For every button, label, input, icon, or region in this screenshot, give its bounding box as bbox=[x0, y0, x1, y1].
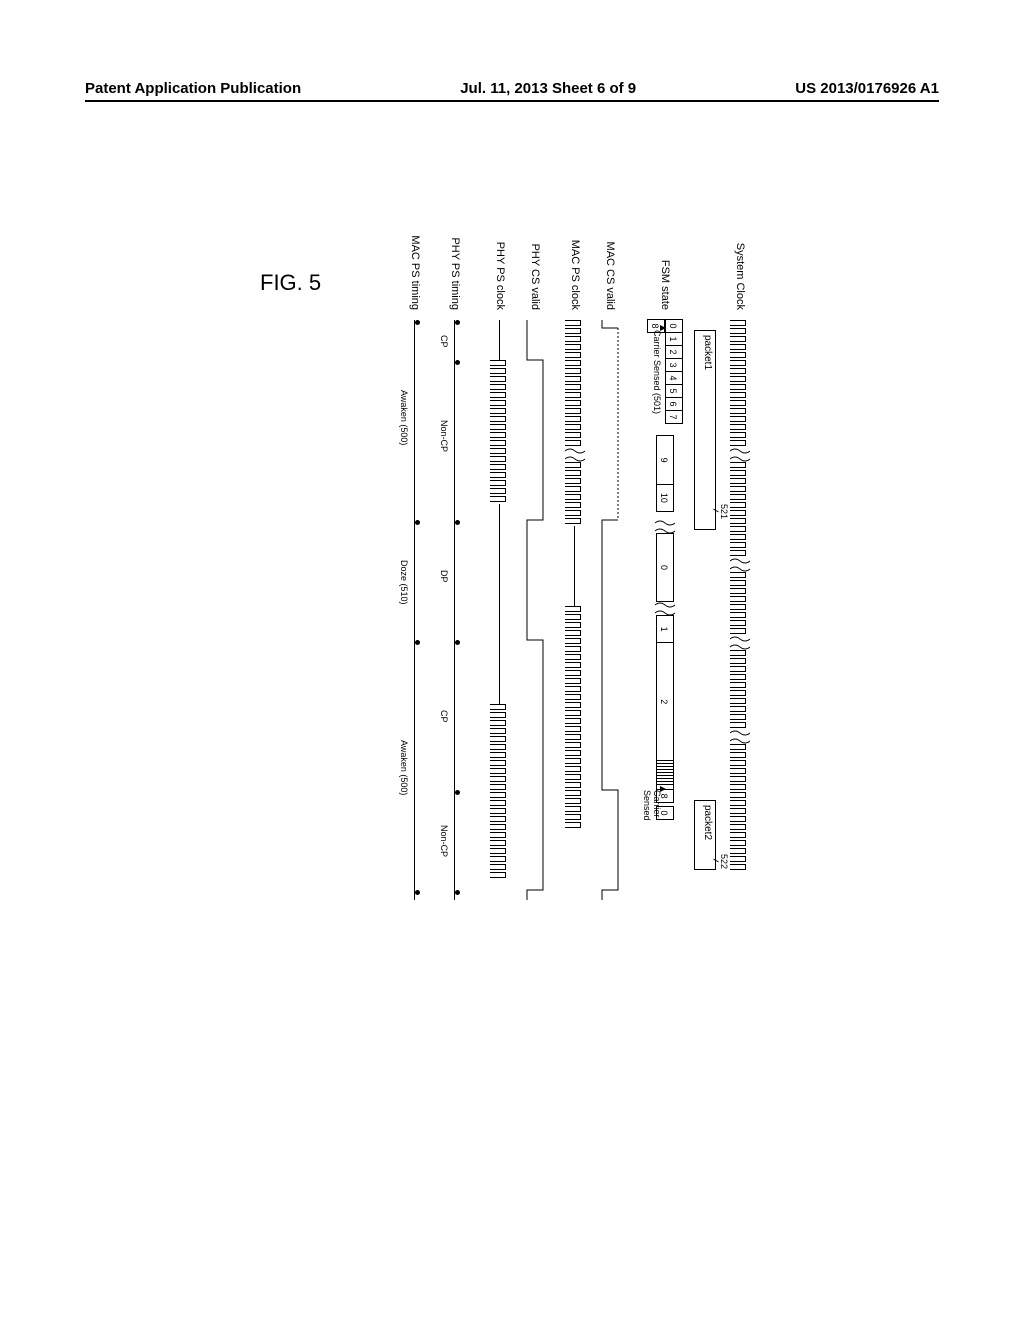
row-mac-ps-clock: MAC PS clock bbox=[555, 320, 595, 830]
header-center: Jul. 11, 2013 Sheet 6 of 9 bbox=[460, 80, 636, 97]
mac-cs-valid-wave bbox=[598, 320, 622, 900]
phy-seg-noncp2: Non-CP bbox=[440, 825, 450, 857]
phy-ps-low1 bbox=[500, 320, 501, 360]
label-system-clock: System Clock bbox=[734, 200, 746, 310]
mac-timing-line: Awaken (500) Doze (510) Awaken (500) bbox=[415, 320, 416, 900]
phy-seg-noncp1: Non-CP bbox=[440, 420, 450, 452]
packet1-box: packet1 521 bbox=[694, 330, 716, 530]
page-header: Patent Application Publication Jul. 11, … bbox=[0, 80, 1024, 97]
break-mark-icon bbox=[655, 520, 675, 534]
mac-ps-clock-low bbox=[575, 526, 576, 606]
phy-ps-clock-seg2 bbox=[490, 704, 510, 880]
packet1-ref: 521 bbox=[719, 504, 729, 519]
row-phy-cs-valid: PHY CS valid bbox=[515, 320, 555, 900]
phy-seg-cp2: CP bbox=[440, 710, 450, 723]
row-packets: packet1 521 packet2 522 bbox=[685, 320, 725, 870]
row-phy-ps-timing: PHY PS timing CP Non-CP DP CP Non-CP bbox=[435, 320, 475, 900]
system-clock-pulses bbox=[730, 320, 750, 872]
carrier-sensed-1: Carrier Sensed (501) bbox=[652, 330, 662, 414]
mac-ps-clock-seg2 bbox=[565, 606, 585, 830]
phy-timing-line: CP Non-CP DP CP Non-CP bbox=[455, 320, 456, 900]
arrow-up-icon bbox=[660, 786, 666, 792]
figure-title: FIG. 5 bbox=[260, 270, 321, 296]
phy-cs-valid-wave bbox=[523, 320, 547, 900]
row-mac-ps-timing: MAC PS timing Awaken (500) Doze (510) Aw… bbox=[395, 320, 435, 900]
label-phy-cs-valid: PHY CS valid bbox=[529, 200, 541, 310]
carrier-sensed-2: Carrier Sensed bbox=[642, 790, 662, 821]
fsm-wide2-2: 2 bbox=[656, 642, 674, 761]
label-mac-ps-timing: MAC PS timing bbox=[409, 200, 421, 310]
arrow-up-icon bbox=[660, 325, 666, 331]
row-fsm-state: FSM state 012345678 9 10 0 1 2 8 0 bbox=[645, 320, 685, 820]
mac-seg-awaken2: Awaken (500) bbox=[400, 740, 410, 795]
label-phy-ps-timing: PHY PS timing bbox=[449, 200, 461, 310]
label-mac-cs-valid: MAC CS valid bbox=[604, 200, 616, 310]
fsm-wide-9: 9 bbox=[656, 435, 674, 485]
row-system-clock: System Clock bbox=[720, 320, 760, 872]
header-divider bbox=[85, 100, 939, 102]
fsm-seq2-0: 0 bbox=[656, 533, 674, 603]
header-right: US 2013/0176926 A1 bbox=[795, 80, 939, 97]
header-left: Patent Application Publication bbox=[85, 80, 301, 97]
fsm-wide2-1: 1 bbox=[656, 615, 674, 643]
timing-diagram: System Clock packet1 521 packet2 522 FSM… bbox=[0, 320, 760, 820]
packet1-label: packet1 bbox=[702, 335, 713, 370]
label-phy-ps-clock: PHY PS clock bbox=[494, 200, 506, 310]
label-fsm-state: FSM state bbox=[659, 200, 671, 310]
phy-ps-low2 bbox=[500, 504, 501, 704]
packet2-ref: 522 bbox=[719, 854, 729, 869]
mac-seg-awaken1: Awaken (500) bbox=[400, 390, 410, 445]
phy-ps-clock-seg1 bbox=[490, 360, 510, 504]
packet2-box: packet2 522 bbox=[694, 800, 716, 870]
mac-seg-doze: Doze (510) bbox=[400, 560, 410, 605]
packet2-label: packet2 bbox=[702, 805, 713, 840]
label-mac-ps-clock: MAC PS clock bbox=[569, 200, 581, 310]
row-mac-cs-valid: MAC CS valid bbox=[590, 320, 630, 900]
mac-ps-clock-seg1 bbox=[565, 320, 585, 526]
phy-seg-dp: DP bbox=[440, 570, 450, 583]
fsm-wide-10: 10 bbox=[656, 484, 674, 512]
break-mark-icon bbox=[655, 602, 675, 616]
phy-seg-cp1: CP bbox=[440, 335, 450, 348]
row-phy-ps-clock: PHY PS clock bbox=[480, 320, 520, 880]
